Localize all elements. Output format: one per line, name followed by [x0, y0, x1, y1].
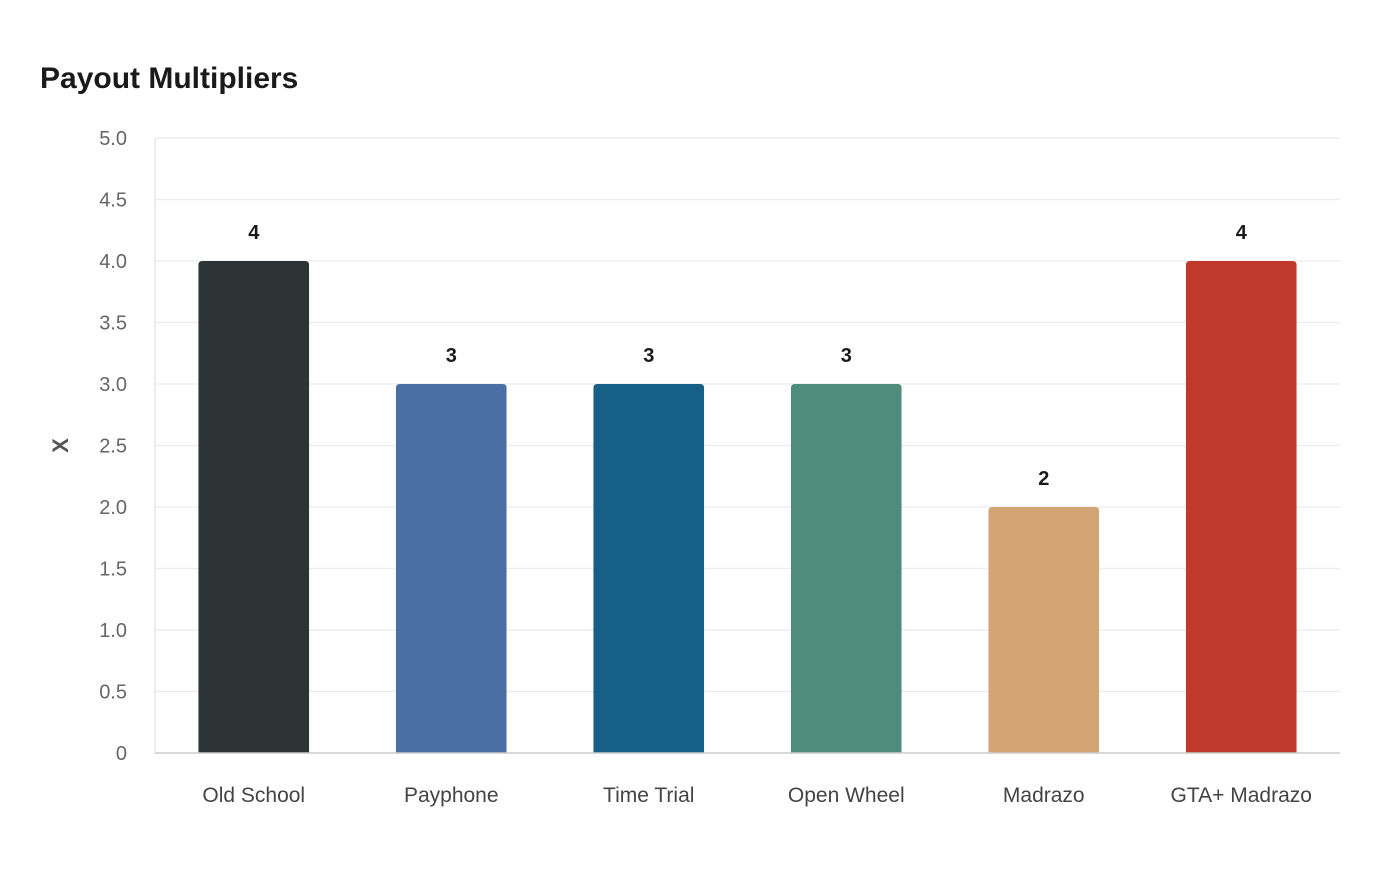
y-tick-label: 2.0: [99, 497, 127, 519]
data-label: 4: [1236, 222, 1248, 244]
y-tick-label: 1.0: [99, 620, 127, 642]
y-tick-label: 1.5: [99, 559, 127, 581]
y-axis-title: X: [48, 438, 73, 453]
bars: [198, 261, 1297, 753]
data-label: 2: [1038, 468, 1049, 490]
bar-open-wheel: [790, 384, 902, 753]
data-labels: 4 3 3 3 2 4: [248, 222, 1248, 490]
x-category-label: GTA+ Madrazo: [1171, 784, 1312, 807]
bar-old-school: [198, 261, 310, 753]
y-tick-label: 0: [116, 743, 127, 765]
y-axis-ticks: 0 0.5 1.0 1.5 2.0 2.5 3.0 3.5 4.0 4.5 5.0: [99, 128, 127, 765]
y-tick-label: 3.0: [99, 374, 127, 396]
x-category-label: Payphone: [404, 784, 499, 807]
gridlines: [155, 137, 1340, 693]
data-label: 3: [446, 345, 457, 367]
data-label: 4: [248, 222, 260, 244]
x-category-label: Old School: [202, 784, 305, 807]
x-axis-categories: Old School Payphone Time Trial Open Wheel Ma…: [202, 784, 1312, 807]
bar-payphone: [395, 384, 507, 753]
bar-gta-madrazo: [1185, 261, 1297, 753]
x-category-label: Open Wheel: [788, 784, 905, 807]
x-category-label: Madrazo: [1003, 784, 1085, 807]
y-tick-label: 2.5: [99, 436, 127, 458]
y-tick-label: 4.0: [99, 251, 127, 273]
data-label: 3: [643, 345, 654, 367]
x-category-label: Time Trial: [603, 784, 694, 807]
chart-title: Payout Multipliers: [40, 62, 299, 95]
bar-time-trial: [593, 384, 705, 753]
y-tick-label: 0.5: [99, 682, 127, 704]
data-label: 3: [841, 345, 852, 367]
bar-madrazo: [988, 507, 1100, 753]
y-tick-label: 4.5: [99, 190, 127, 212]
y-tick-label: 3.5: [99, 313, 127, 335]
y-tick-label: 5.0: [99, 128, 127, 150]
